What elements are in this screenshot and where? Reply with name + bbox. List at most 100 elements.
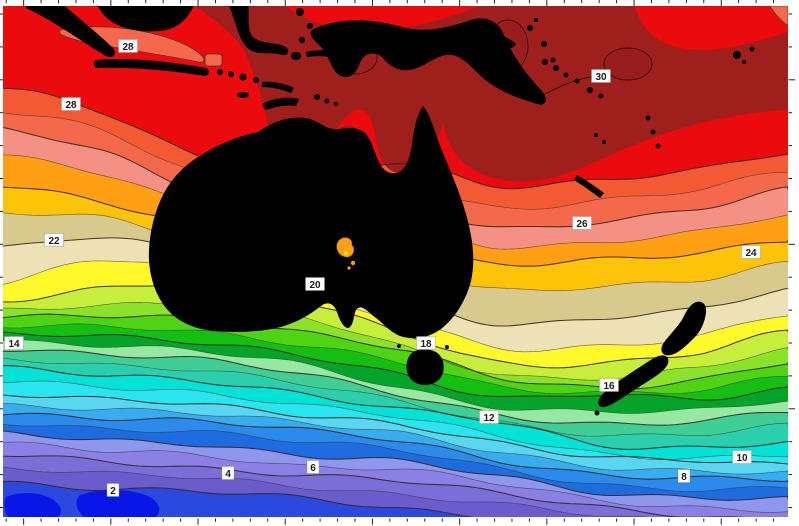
contour-label-28: 28 — [61, 97, 81, 111]
bali-island — [217, 69, 223, 75]
contour-label-6: 6 — [306, 460, 320, 474]
lake-eyre-warm-patch — [336, 237, 355, 258]
temp-band-16-17 — [3, 323, 788, 401]
lake-patch-dot-1 — [350, 260, 356, 266]
contour-label-26: 26 — [572, 216, 592, 230]
contour-labels: 28 28 30 26 24 22 20 18 16 14 12 10 8 6 4 2 — [4, 39, 761, 497]
contour-label-16: 16 — [599, 378, 619, 392]
contour-label-14: 14 — [4, 336, 24, 350]
svg-text:30: 30 — [595, 72, 607, 83]
contour-5c — [3, 441, 788, 513]
contour-10c — [3, 394, 788, 465]
bismarck-island-3 — [550, 57, 556, 63]
bismarck-island-2 — [541, 41, 547, 47]
temp-band-6-7 — [3, 424, 788, 501]
lake-patch-dot-3 — [344, 251, 348, 255]
contour-15c — [3, 339, 788, 414]
svg-text:26: 26 — [576, 219, 588, 230]
temp-band-23-24 — [3, 187, 788, 291]
contour-6c — [3, 430, 788, 501]
svg-text:18: 18 — [420, 339, 432, 350]
contour-label-24: 24 — [741, 245, 761, 259]
new-britain-island — [470, 34, 516, 49]
borneo-landmass — [98, 6, 194, 32]
bismarck-island-1 — [527, 25, 533, 31]
svg-text:2: 2 — [110, 486, 116, 497]
temp-band-13-14 — [3, 350, 788, 437]
vanuatu-island-2 — [650, 129, 656, 135]
halmahera-island-2 — [307, 23, 313, 29]
svg-text:22: 22 — [48, 236, 60, 247]
solomon-island-4 — [574, 78, 580, 84]
fiji-island-1 — [733, 51, 741, 59]
svg-text:24: 24 — [745, 248, 757, 259]
solomon-island-2 — [553, 65, 559, 71]
contour-17c — [3, 323, 788, 395]
temp-band-11-12 — [3, 365, 788, 460]
temp-band-12-13 — [3, 357, 788, 450]
contour-3c — [3, 466, 649, 517]
fiji-island-2 — [749, 46, 755, 52]
landmasses — [26, 6, 755, 416]
tanimbar-island-3 — [334, 102, 338, 106]
halmahera-island-1 — [296, 8, 304, 16]
solomon-island-5 — [587, 87, 593, 93]
flores-island — [262, 81, 294, 93]
temp-band-7-8 — [3, 413, 788, 492]
sumbawa-island — [239, 73, 247, 81]
inland-water — [336, 237, 356, 270]
svg-text:8: 8 — [681, 472, 687, 483]
temp-band-17-18 — [3, 314, 788, 394]
temp-band-5-6 — [3, 430, 788, 513]
solomon-island-1 — [542, 59, 548, 65]
cold-core-blob-east — [76, 489, 160, 517]
king-island — [397, 344, 401, 348]
temp-band-4-5 — [3, 442, 788, 517]
contour-2c — [3, 480, 474, 517]
contour-13c — [3, 357, 788, 437]
sumatra-landmass — [26, 6, 115, 58]
contour-14c — [3, 349, 788, 426]
bismarck-island-4 — [534, 18, 538, 22]
contour-label-30: 30 — [591, 69, 611, 83]
svg-text:28: 28 — [122, 42, 134, 53]
lake-patch-dot-2 — [347, 266, 351, 270]
temp-band-2-3 — [3, 467, 645, 517]
temp-band-22-23 — [3, 212, 788, 326]
warm-core-30c-loop-east — [603, 47, 653, 81]
solomon-island-6 — [598, 93, 604, 99]
sulawesi-landmass — [229, 6, 289, 56]
australia-landmass — [148, 106, 474, 339]
fiji-island-3 — [742, 60, 746, 64]
temp-band-3-4 — [3, 455, 735, 517]
flinders-island — [445, 345, 449, 349]
contour-label-12: 12 — [479, 410, 499, 424]
java-landmass — [93, 58, 209, 76]
temp-band-10-11 — [3, 381, 788, 464]
stewart-island — [594, 410, 600, 416]
contour-label-8: 8 — [677, 469, 691, 483]
seram-island — [306, 50, 338, 59]
svg-text:6: 6 — [310, 463, 316, 474]
svg-text:28: 28 — [65, 100, 77, 111]
new-caledonia-landmass — [574, 175, 604, 198]
contour-label-10: 10 — [732, 450, 752, 464]
contour-16c — [3, 331, 788, 401]
temp-band-<2 — [3, 481, 788, 517]
solomon-island-3 — [563, 72, 569, 78]
contour-12c — [3, 365, 788, 450]
svg-text:4: 4 — [225, 469, 231, 480]
timor-island — [262, 97, 299, 110]
contour-9c — [3, 403, 788, 475]
island-lagoon-patch — [204, 53, 223, 67]
contour-8c — [3, 412, 788, 482]
contour-label-22: 22 — [44, 233, 64, 247]
svg-text:20: 20 — [309, 280, 321, 291]
contour-label-28: 28 — [118, 39, 138, 53]
svg-text:10: 10 — [736, 453, 748, 464]
santa-cruz-island-2 — [602, 140, 606, 144]
svg-text:12: 12 — [483, 413, 495, 424]
